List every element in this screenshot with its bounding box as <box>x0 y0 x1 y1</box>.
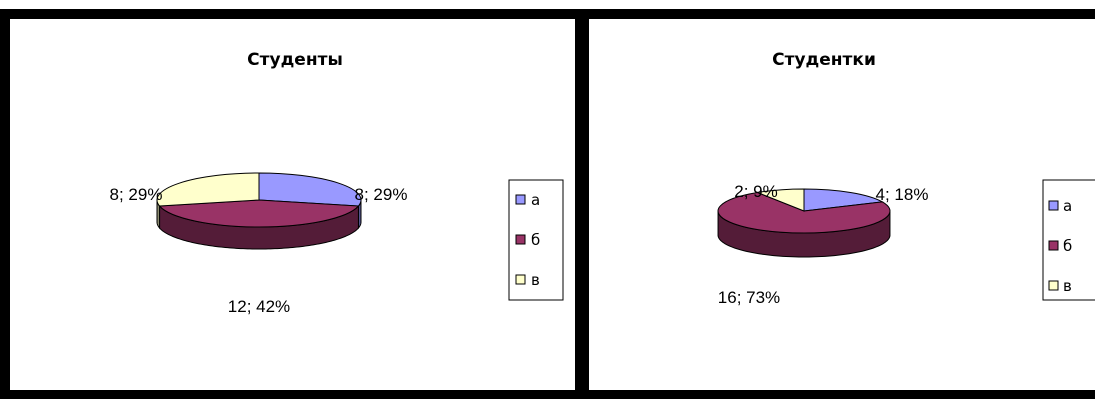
legend-swatch-v <box>515 274 526 285</box>
data-label-v: 2; 9% <box>734 182 777 201</box>
legend-label-v: в <box>1063 277 1072 295</box>
pie-group <box>156 172 362 250</box>
legend-swatch-b <box>515 234 526 245</box>
legend: а б в <box>1042 179 1095 301</box>
data-label-a: 4; 18% <box>876 185 929 204</box>
chart-panel-students: Студенты 8; 29% 8; 29% 12; 42% а б в <box>0 9 579 399</box>
pie-slice-v <box>755 188 805 212</box>
pie-slice-v <box>156 172 260 207</box>
chart-area-female-students: Студентки 2; 9% 4; 18% 16; 73% а б в <box>589 19 1095 390</box>
chart-panel-female-students: Студентки 2; 9% 4; 18% 16; 73% а б в <box>579 9 1095 399</box>
legend-label-v: в <box>531 271 540 289</box>
legend-label-b: б <box>531 231 540 249</box>
pie-slice-a <box>803 188 884 212</box>
pie-slice-b <box>717 191 891 234</box>
data-label-v: 8; 29% <box>110 185 163 204</box>
data-label-a: 8; 29% <box>355 185 408 204</box>
data-label-b: 12; 42% <box>228 297 290 316</box>
pie-slice-a <box>258 172 362 207</box>
legend-label-a: а <box>531 191 540 209</box>
chart-title: Студентки <box>772 50 876 70</box>
legend-label-a: а <box>1063 197 1072 215</box>
chart-area-students: Студенты 8; 29% 8; 29% 12; 42% а б в <box>10 19 575 390</box>
legend-label-b: б <box>1063 237 1072 255</box>
pie-chart-female-students: Студентки 2; 9% 4; 18% 16; 73% а б в <box>717 50 1095 307</box>
chart-title: Студенты <box>247 50 343 70</box>
legend-swatch-a <box>1048 200 1059 211</box>
legend-swatch-b <box>1048 240 1059 251</box>
pie-chart-students: Студенты 8; 29% 8; 29% 12; 42% а б в <box>110 50 564 316</box>
data-label-b: 16; 73% <box>718 288 780 307</box>
legend: а б в <box>508 179 564 301</box>
pie-slice-b <box>158 199 360 228</box>
legend-swatch-a <box>515 194 526 205</box>
pie-group <box>717 188 891 258</box>
legend-swatch-v <box>1048 280 1059 291</box>
legend-box <box>1042 179 1095 301</box>
